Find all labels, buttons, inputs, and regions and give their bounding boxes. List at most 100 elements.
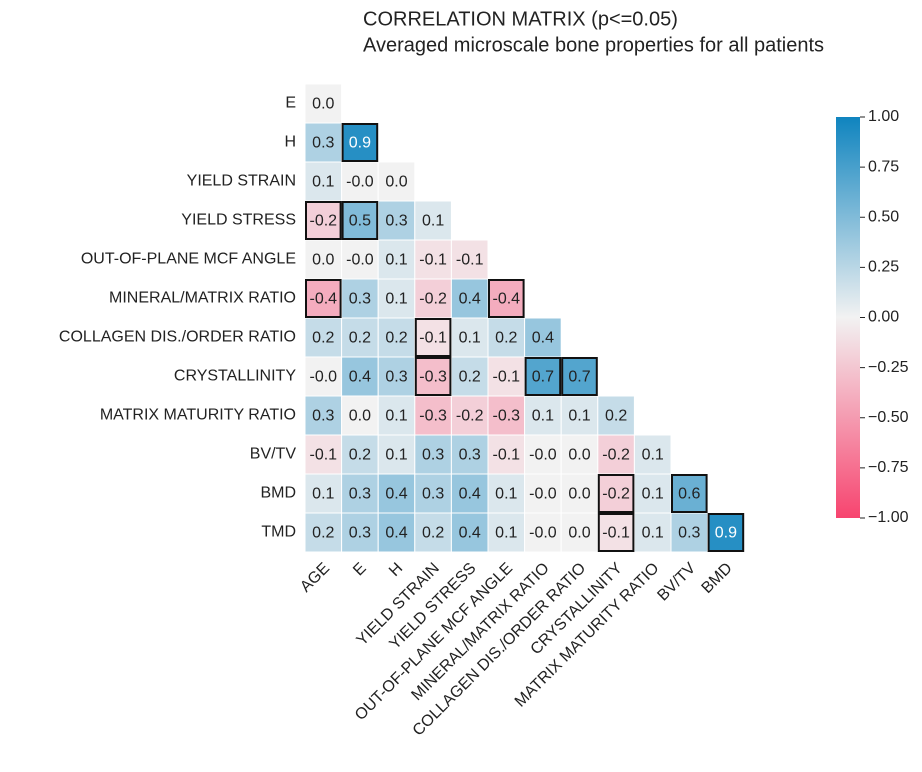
- colorbar-tick-label: −0.25: [868, 359, 909, 376]
- cell-label: -0.4: [310, 291, 338, 308]
- cell: [597, 473, 635, 514]
- cell-label: 0.1: [495, 525, 517, 542]
- cell: [377, 395, 416, 436]
- cell-label: -0.1: [493, 369, 521, 386]
- cell-label: 0.1: [642, 486, 664, 503]
- cell-label: -0.1: [456, 252, 484, 269]
- cell-label: 0.1: [642, 447, 664, 464]
- significance-box: [597, 474, 635, 513]
- cell-label: 0.0: [568, 525, 590, 542]
- cell-label: -0.0: [346, 174, 374, 191]
- cell-label: 0.1: [495, 486, 517, 503]
- cell-label: 0.2: [385, 330, 407, 347]
- cell: [560, 512, 599, 553]
- cell-label: 0.1: [532, 408, 554, 425]
- cell-label: 0.3: [422, 447, 444, 464]
- row-label: E: [285, 95, 296, 112]
- cell-label: 0.1: [568, 408, 590, 425]
- cell-label: -0.0: [529, 447, 557, 464]
- colorbar-tick-label: 0.75: [868, 158, 899, 175]
- cell-label: 0.2: [422, 525, 444, 542]
- cell-label: 0.4: [532, 330, 554, 347]
- cell-label: 0.7: [568, 369, 590, 386]
- column-label: E: [350, 560, 370, 580]
- cell-label: 0.3: [349, 486, 371, 503]
- cell-label: 0.3: [349, 291, 371, 308]
- cell: [524, 512, 562, 553]
- row-label: COLLAGEN DIS./ORDER RATIO: [59, 329, 296, 346]
- colorbar-tick-label: 0.50: [868, 208, 899, 225]
- cell-label: -0.2: [602, 486, 630, 503]
- cell-label: -0.4: [493, 291, 521, 308]
- cell: [414, 434, 452, 475]
- colorbar-tick-label: 0.00: [868, 309, 899, 326]
- cell: [450, 512, 489, 553]
- cell: [560, 395, 599, 436]
- cell-label: 0.4: [459, 291, 481, 308]
- cell-label: -0.0: [346, 252, 374, 269]
- cell-label: 0.0: [312, 252, 334, 269]
- cell-label: 0.3: [459, 447, 481, 464]
- row-label: H: [284, 134, 296, 151]
- row-label: BMD: [260, 485, 296, 502]
- cell-label: 0.2: [459, 369, 481, 386]
- cell-label: 0.1: [385, 447, 407, 464]
- significance-box: [341, 201, 379, 240]
- cell-label: -0.0: [529, 525, 557, 542]
- row-label: BV/TV: [250, 446, 297, 463]
- cell: [377, 239, 416, 280]
- significance-box: [524, 357, 562, 396]
- cell: [414, 317, 452, 358]
- cell-label: 0.4: [459, 486, 481, 503]
- significance-box: [597, 513, 635, 552]
- cell: [304, 161, 343, 202]
- cell-label: 0.1: [312, 486, 334, 503]
- cell: [450, 434, 489, 475]
- cell: [341, 473, 379, 514]
- cell-label: 0.1: [642, 525, 664, 542]
- cell-label: 0.3: [312, 135, 334, 152]
- row-label: OUT-OF-PLANE MCF ANGLE: [81, 251, 296, 268]
- cell: [524, 317, 562, 358]
- cell-label: 0.0: [385, 174, 407, 191]
- cell-label: 0.4: [459, 525, 481, 542]
- cell: [377, 317, 416, 358]
- cell: [341, 395, 379, 436]
- cell-label: 0.6: [678, 486, 700, 503]
- significance-box: [707, 513, 745, 552]
- cell-label: 0.2: [495, 330, 517, 347]
- cell: [633, 512, 672, 553]
- chart-subtitle: Averaged microscale bone properties for …: [363, 34, 824, 56]
- cell: [524, 434, 562, 475]
- row-label: MINERAL/MATRIX RATIO: [109, 290, 296, 307]
- cell: [377, 161, 416, 202]
- cell: [377, 512, 416, 553]
- cell-label: 0.9: [349, 135, 371, 152]
- colorbar-tick-label: 1.00: [868, 108, 899, 125]
- cell: [341, 278, 379, 319]
- cell-label: 0.2: [312, 330, 334, 347]
- cell: [341, 434, 379, 475]
- cell-label: 0.4: [349, 369, 371, 386]
- significance-box: [671, 474, 708, 513]
- cell: [304, 83, 343, 124]
- cell-label: 0.3: [385, 213, 407, 230]
- cell-label: -0.2: [310, 213, 338, 230]
- cell: [487, 395, 526, 436]
- cell-label: 0.1: [385, 291, 407, 308]
- cell: [524, 473, 562, 514]
- cell-label: 0.7: [532, 369, 554, 386]
- cell-label: 0.3: [385, 369, 407, 386]
- cell-label: 0.2: [349, 447, 371, 464]
- cell-label: 0.5: [349, 213, 371, 230]
- significance-box: [561, 357, 598, 396]
- cell-label: -0.1: [419, 330, 447, 347]
- cell: [597, 395, 635, 436]
- cell: [414, 278, 452, 319]
- cell-label: 0.2: [605, 408, 627, 425]
- row-label: YIELD STRESS: [181, 212, 296, 229]
- cell: [304, 122, 343, 163]
- cell: [377, 356, 416, 397]
